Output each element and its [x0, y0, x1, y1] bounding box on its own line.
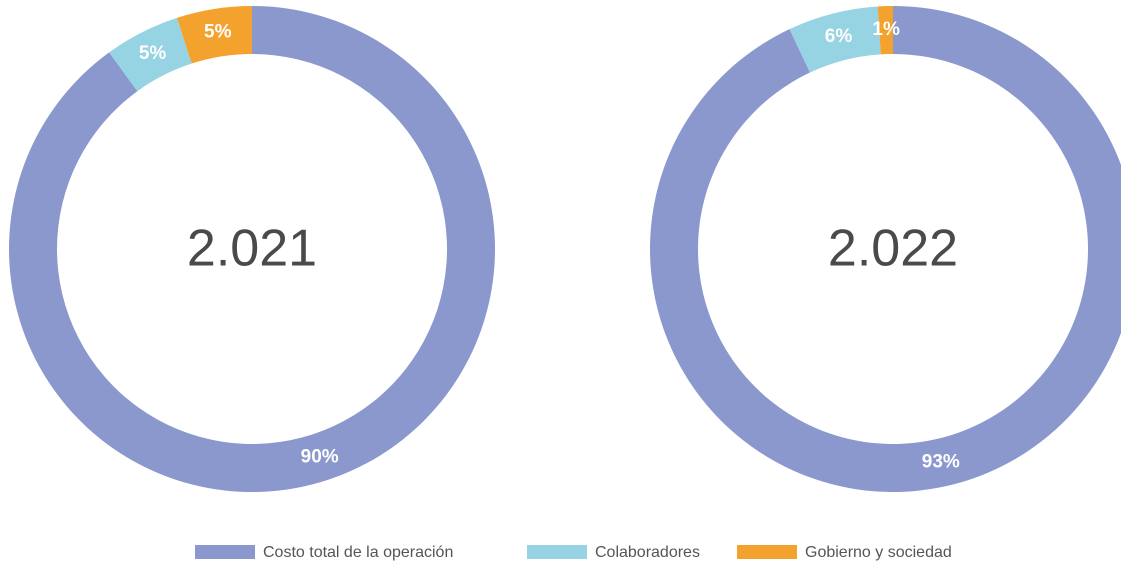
data-label: 5% [139, 43, 167, 64]
legend-swatch [527, 545, 587, 559]
data-label: 5% [204, 22, 232, 43]
legend-label: Colaboradores [595, 544, 700, 561]
chart-title: 2.021 [187, 220, 317, 278]
donut-segment [176, 6, 252, 64]
data-label: 93% [922, 452, 960, 473]
legend-swatch [195, 545, 255, 559]
chart-title: 2.022 [828, 220, 958, 278]
legend-label: Gobierno y sociedad [805, 544, 952, 561]
donut-segment [877, 6, 893, 55]
legend-label: Costo total de la operación [263, 544, 453, 561]
donut-segment [109, 17, 192, 92]
donut-segment [789, 6, 881, 73]
legend-swatch [737, 545, 797, 559]
data-label: 6% [825, 26, 853, 47]
data-label: 90% [301, 446, 339, 467]
data-label: 1% [872, 19, 900, 40]
